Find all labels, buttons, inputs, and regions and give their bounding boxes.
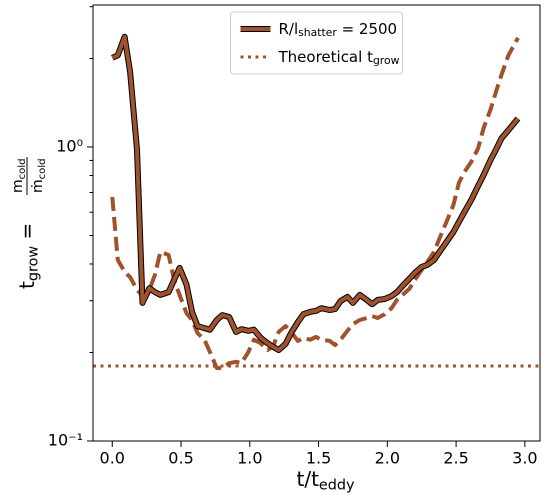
y-label-numerator-part: m	[10, 179, 26, 193]
legend-label-sub: grow	[373, 54, 400, 67]
legend-label: R/lshatter = 2500	[279, 20, 398, 40]
y-label-denominator-sub: cold	[37, 158, 48, 179]
line	[110, 36, 520, 371]
legend-label-sub: shatter	[298, 26, 337, 39]
legend-label-part: Theoretical t	[278, 48, 374, 66]
y-label-denominator-part: ṁ	[30, 179, 46, 193]
x-tick-label: 0.0	[100, 449, 125, 468]
axes-frame	[92, 4, 541, 442]
y-label-lhs-part: =	[15, 223, 39, 246]
x-axis-label: t/teddy	[297, 467, 356, 494]
x-axis-label-part: t/t	[297, 467, 320, 491]
y-label-numerator: mcold	[10, 158, 28, 193]
x-tick-label: 1.0	[237, 449, 262, 468]
legend-label: Theoretical tgrow	[278, 48, 400, 68]
x-tick-label: 1.5	[306, 449, 331, 468]
x-tick-label: 2.0	[375, 449, 400, 468]
legend-label-part: = 2500	[337, 20, 397, 38]
x-axis-label-sub: eddy	[319, 478, 355, 494]
y-label-lhs-sub: grow	[26, 246, 42, 282]
y-tick-label: 10⁰	[56, 136, 83, 155]
y-label-lhs-part: t	[15, 281, 39, 289]
legend-label-part: R/l	[279, 20, 299, 38]
plot-area	[93, 5, 540, 441]
y-label-numerator-sub: cold	[17, 158, 28, 179]
y-label-denominator: ṁcold	[30, 158, 48, 193]
x-tick-label: 0.5	[168, 449, 193, 468]
y-tick-label: 10⁻¹	[48, 431, 83, 450]
line	[111, 34, 520, 352]
x-tick-label: 2.5	[443, 449, 468, 468]
x-tick-label: 3.0	[512, 449, 537, 468]
legend-box	[230, 11, 403, 75]
y-label-lhs: tgrow =	[15, 223, 42, 289]
